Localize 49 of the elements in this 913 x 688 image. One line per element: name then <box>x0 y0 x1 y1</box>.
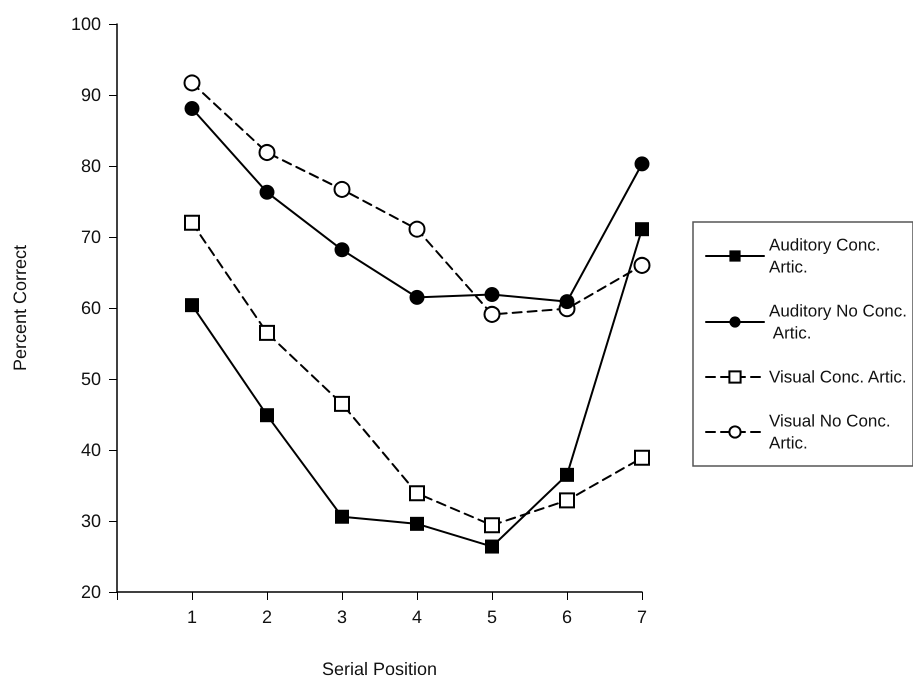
y-axis-title: Percent Correct <box>10 244 30 372</box>
x-tick-label: 1 <box>186 607 198 627</box>
point <box>260 408 274 422</box>
y-tick-label: 90 <box>80 85 101 105</box>
point <box>410 290 424 305</box>
legend-label: Visual No Conc. Artic. <box>769 412 896 452</box>
point <box>184 74 200 92</box>
point <box>334 242 350 258</box>
x-tick-label: 3 <box>336 607 348 627</box>
y-tick-label: 20 <box>80 582 101 602</box>
point <box>258 144 276 162</box>
legend-label: Auditory Conc. Artic. <box>769 236 886 276</box>
x-tick-label: 5 <box>486 607 498 627</box>
legend-label: Auditory No Conc. Artic. <box>769 302 907 342</box>
point <box>559 492 575 508</box>
y-tick-label: 30 <box>80 511 101 531</box>
point <box>334 396 350 412</box>
point <box>335 510 349 524</box>
point <box>485 540 499 554</box>
point <box>184 100 200 116</box>
point <box>408 220 426 238</box>
point <box>635 222 649 236</box>
x-tick-label: 7 <box>636 607 648 627</box>
y-tick-label: 100 <box>70 14 101 34</box>
point <box>409 485 425 502</box>
point <box>484 517 500 534</box>
point <box>560 294 574 310</box>
y-tick-label: 60 <box>80 298 101 318</box>
legend-label: Visual Conc. Artic. <box>769 368 907 386</box>
point <box>484 287 500 302</box>
x-tick-label: 6 <box>562 607 572 627</box>
point <box>334 180 350 198</box>
y-tick-label: 40 <box>80 440 101 460</box>
point <box>185 298 199 312</box>
point <box>560 468 574 482</box>
point <box>634 156 650 172</box>
y-tick-label: 80 <box>80 156 101 176</box>
point <box>259 324 275 341</box>
point <box>634 450 650 466</box>
x-tick-label: 4 <box>412 607 422 627</box>
point <box>634 256 650 274</box>
x-axis-title: Serial Position <box>322 659 438 679</box>
point <box>410 516 424 531</box>
y-tick-label: 50 <box>80 369 101 389</box>
point <box>260 184 274 200</box>
y-tick-label: 70 <box>80 227 101 247</box>
x-tick-label: 2 <box>262 607 272 627</box>
point <box>184 214 200 231</box>
point <box>484 306 500 323</box>
